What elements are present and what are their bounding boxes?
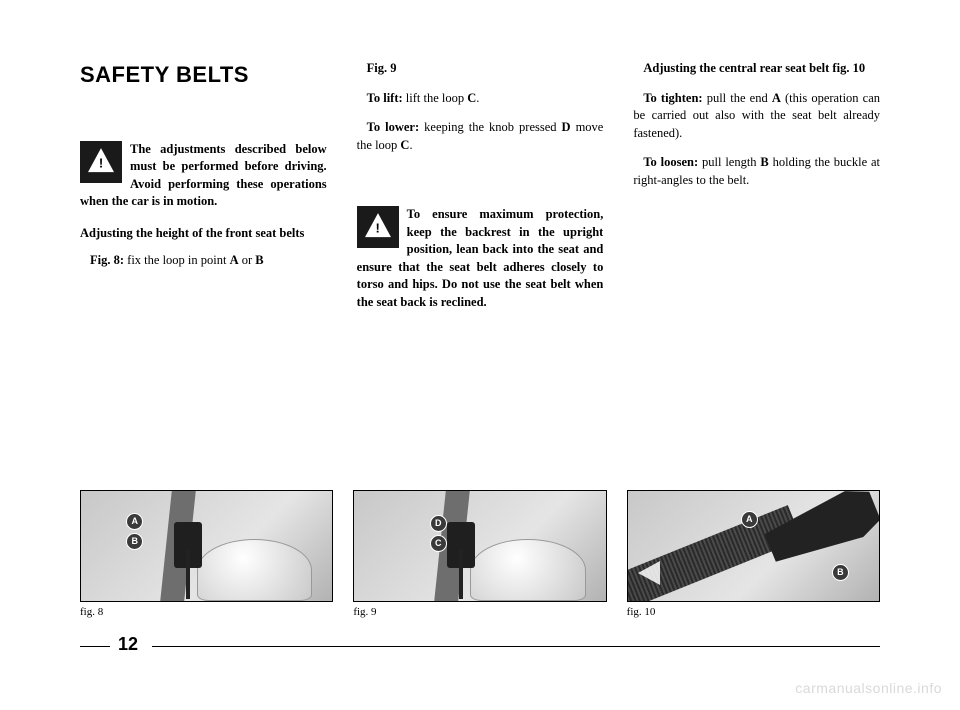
figures-row: P4E01763 A B fig. 8 P4E01796 D C fig. 9 bbox=[80, 490, 880, 618]
column-1: SAFETY BELTS The adjustments described b… bbox=[80, 60, 327, 480]
to-lower-line: To lower: keeping the knob pressed D mov… bbox=[357, 119, 604, 154]
manual-page: SAFETY BELTS The adjustments described b… bbox=[80, 60, 880, 660]
label-a: A bbox=[126, 513, 143, 530]
label-b: B bbox=[126, 533, 143, 550]
fig9-heading: Fig. 9 bbox=[357, 60, 604, 78]
column-2: Fig. 9 To lift: lift the loop C. To lowe… bbox=[357, 60, 604, 480]
figure-8: P4E01763 A B fig. 8 bbox=[80, 490, 333, 618]
figure-8-caption: fig. 8 bbox=[80, 606, 333, 618]
arrow-left-icon bbox=[638, 561, 660, 585]
footer-rule-left bbox=[80, 646, 110, 647]
warning-triangle-icon bbox=[357, 206, 399, 248]
page-footer: 12 bbox=[80, 630, 880, 660]
column-3: Adjusting the central rear seat belt fig… bbox=[633, 60, 880, 480]
figure-8-image: P4E01763 A B bbox=[80, 490, 333, 602]
figure-9: P4E01796 D C fig. 9 bbox=[353, 490, 606, 618]
to-loosen-line: To loosen: pull length B holding the buc… bbox=[633, 154, 880, 189]
figure-9-image: P4E01796 D C bbox=[353, 490, 606, 602]
figure-10-caption: fig. 10 bbox=[627, 606, 880, 618]
footer-rule-right bbox=[152, 646, 880, 647]
figure-10-image: P4E01607 A B bbox=[627, 490, 880, 602]
page-number: 12 bbox=[118, 634, 138, 655]
to-lift-line: To lift: lift the loop C. bbox=[357, 90, 604, 108]
paragraph-fig8: Fig. 8: fix the loop in point A or B bbox=[80, 252, 327, 270]
fig8-label: Fig. 8: bbox=[90, 253, 124, 267]
label-c: C bbox=[430, 535, 447, 552]
warning-block-1: The adjustments described below must be … bbox=[80, 141, 327, 211]
label-d: D bbox=[430, 515, 447, 532]
label-b: B bbox=[832, 564, 849, 581]
figure-9-caption: fig. 9 bbox=[353, 606, 606, 618]
subheading-front-belts: Adjusting the height of the front seat b… bbox=[80, 225, 327, 243]
figure-10: P4E01607 A B fig. 10 bbox=[627, 490, 880, 618]
page-title: SAFETY BELTS bbox=[80, 60, 327, 91]
to-tighten-line: To tighten: pull the end A (this operati… bbox=[633, 90, 880, 143]
rear-belt-heading: Adjusting the central rear seat belt fig… bbox=[633, 60, 880, 78]
watermark-text: carmanualsonline.info bbox=[795, 680, 942, 696]
label-a: A bbox=[741, 511, 758, 528]
warning-triangle-icon bbox=[80, 141, 122, 183]
text-columns: SAFETY BELTS The adjustments described b… bbox=[80, 60, 880, 480]
warning-block-2: To ensure maximum protection, keep the b… bbox=[357, 206, 604, 311]
